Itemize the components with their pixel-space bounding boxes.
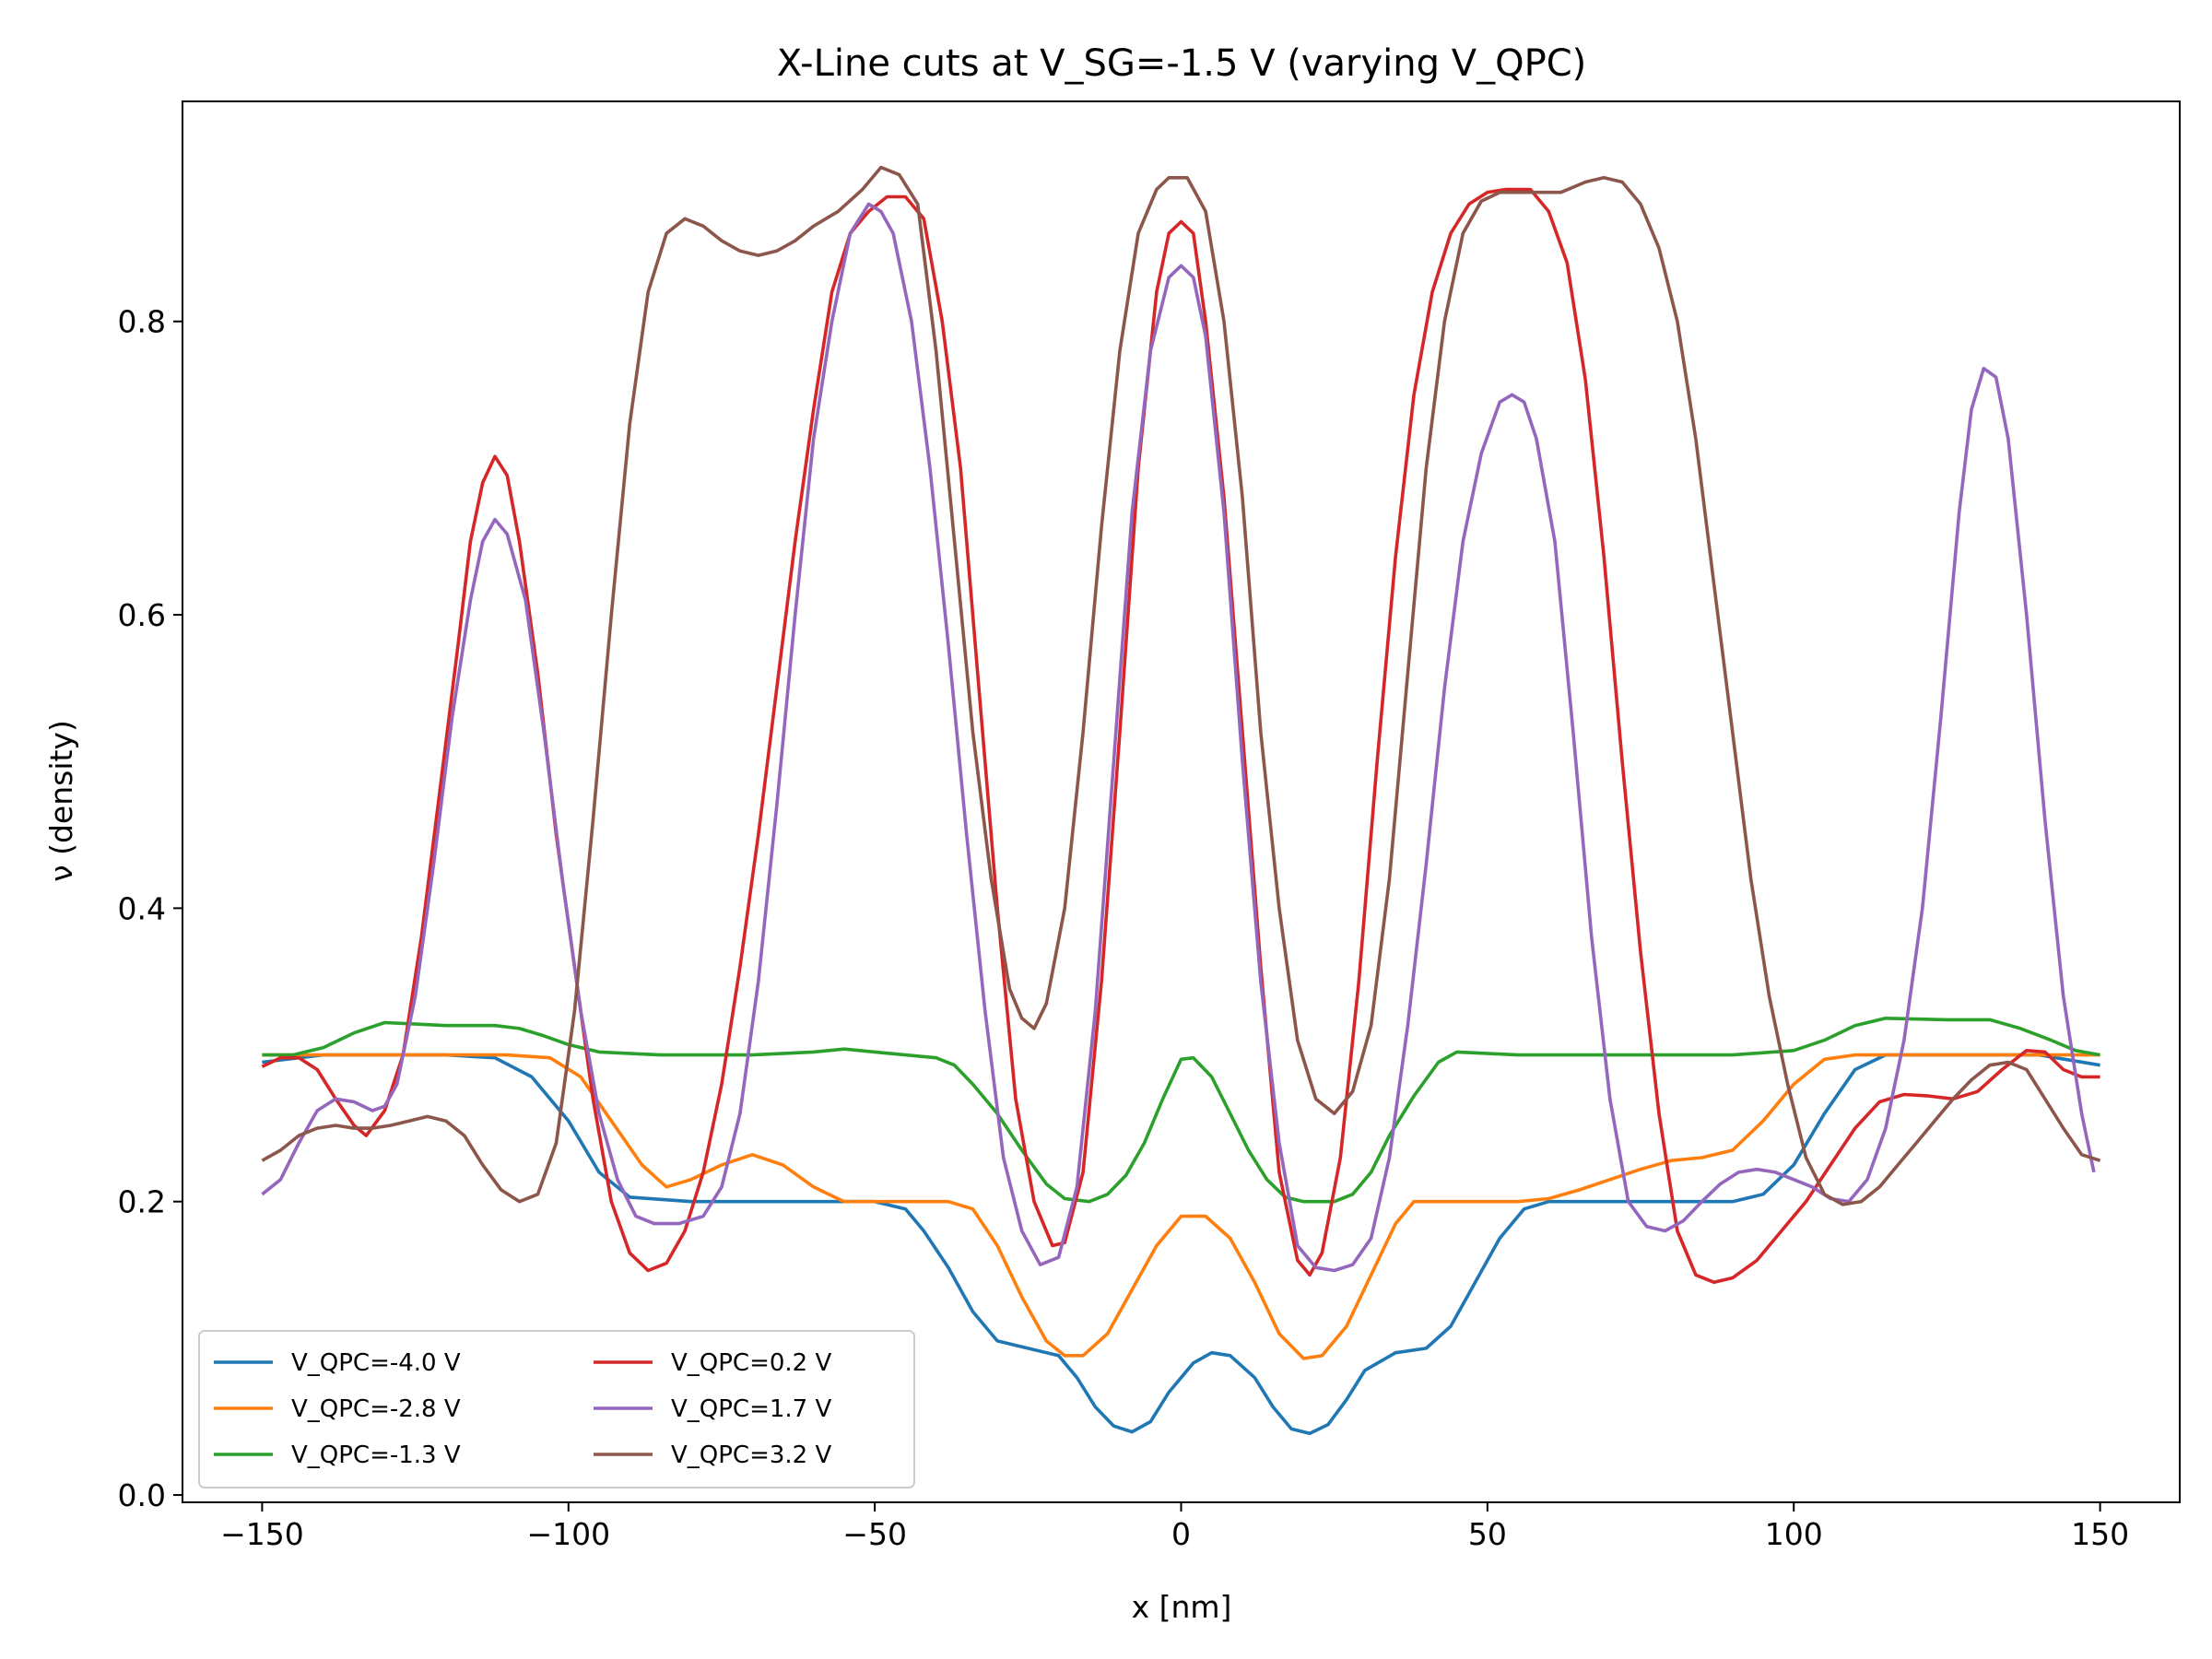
x-tick-label: −150 — [220, 1516, 304, 1552]
legend-label: V_QPC=-1.3 V — [291, 1441, 461, 1469]
series-line-5 — [261, 202, 2096, 1273]
x-axis-label: x [nm] — [1132, 1589, 1232, 1625]
y-tick-label: 0.6 — [118, 597, 166, 633]
series-line-6 — [261, 165, 2101, 1206]
legend-label: V_QPC=-2.8 V — [291, 1395, 461, 1423]
y-tick-label: 0.0 — [118, 1477, 166, 1513]
y-axis: 0.0 0.2 0.4 0.6 0.8 — [118, 304, 182, 1513]
x-tick-label: −100 — [526, 1516, 610, 1552]
legend: V_QPC=-4.0 V V_QPC=-2.8 V V_QPC=-1.3 V V_QP… — [198, 1330, 915, 1488]
x-axis: −150 −100 −50 0 50 100 150 — [220, 1502, 2129, 1552]
legend-box — [198, 1330, 915, 1488]
x-tick-label: 100 — [1765, 1516, 1823, 1552]
y-tick-label: 0.8 — [118, 304, 166, 340]
plot-lines — [261, 165, 2101, 1435]
y-axis-label: ν (density) — [43, 720, 79, 882]
x-tick-label: 50 — [1468, 1516, 1507, 1552]
chart-title: X-Line cuts at V_SG=-1.5 V (varying V_QP… — [777, 42, 1587, 85]
series-line-2 — [262, 1053, 2100, 1360]
x-tick-label: 150 — [2071, 1516, 2129, 1552]
x-tick-label: 0 — [1171, 1516, 1191, 1552]
legend-label: V_QPC=-4.0 V — [291, 1349, 461, 1377]
x-tick-label: −50 — [842, 1516, 907, 1552]
y-tick-label: 0.2 — [118, 1184, 166, 1220]
legend-label: V_QPC=1.7 V — [671, 1395, 831, 1423]
legend-label: V_QPC=0.2 V — [671, 1349, 831, 1377]
y-tick-label: 0.4 — [118, 890, 166, 926]
series-line-3 — [262, 1017, 2100, 1204]
legend-label: V_QPC=3.2 V — [671, 1441, 831, 1469]
